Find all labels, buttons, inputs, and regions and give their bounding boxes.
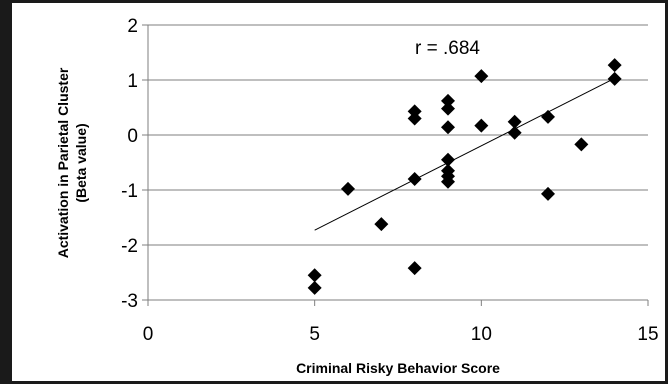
data-point xyxy=(607,58,622,73)
y-tick-label: -1 xyxy=(121,181,138,202)
data-point xyxy=(341,181,355,196)
data-point xyxy=(407,261,422,276)
data-points xyxy=(307,58,622,295)
data-point xyxy=(507,125,522,140)
x-tick-label: 10 xyxy=(471,324,492,345)
left-border-bar xyxy=(0,0,12,384)
data-point xyxy=(574,137,589,152)
data-point xyxy=(541,186,555,201)
data-point xyxy=(441,93,455,108)
x-tick-label: 5 xyxy=(309,324,320,345)
y-axis-title: Activation in Parietal Cluster xyxy=(55,67,71,258)
data-point xyxy=(541,109,555,124)
data-point xyxy=(474,118,489,133)
data-point xyxy=(407,111,422,126)
data-point xyxy=(374,217,389,232)
data-point xyxy=(441,174,455,189)
y-tick-label: 2 xyxy=(127,16,138,37)
top-border xyxy=(0,0,668,3)
x-tick-label: 15 xyxy=(637,324,658,345)
trendline xyxy=(314,77,615,231)
axes xyxy=(142,24,649,306)
data-point xyxy=(441,101,455,116)
data-point xyxy=(307,268,322,283)
data-point xyxy=(474,69,489,84)
y-axis-title-line2: (Beta value) xyxy=(73,123,89,202)
x-tick-label: 0 xyxy=(143,324,154,345)
data-point xyxy=(441,152,455,167)
data-point xyxy=(407,104,422,119)
gridlines xyxy=(148,24,648,301)
y-tick-label: -2 xyxy=(121,236,138,257)
data-point xyxy=(607,71,622,86)
x-axis-title: Criminal Risky Behavior Score xyxy=(296,360,500,376)
trendline-group xyxy=(314,77,615,231)
tick-labels: -3 -2 -1 0 1 2 0 5 10 15 xyxy=(121,16,658,345)
data-point xyxy=(507,114,522,129)
data-point xyxy=(407,172,422,186)
y-tick-label: 1 xyxy=(127,71,138,92)
data-point xyxy=(441,120,455,135)
data-point xyxy=(307,280,322,295)
y-tick-label: 0 xyxy=(127,126,138,147)
right-border xyxy=(665,0,668,384)
bottom-border xyxy=(0,381,668,384)
y-tick-label: -3 xyxy=(121,291,138,312)
correlation-annotation: r = .684 xyxy=(415,38,480,59)
